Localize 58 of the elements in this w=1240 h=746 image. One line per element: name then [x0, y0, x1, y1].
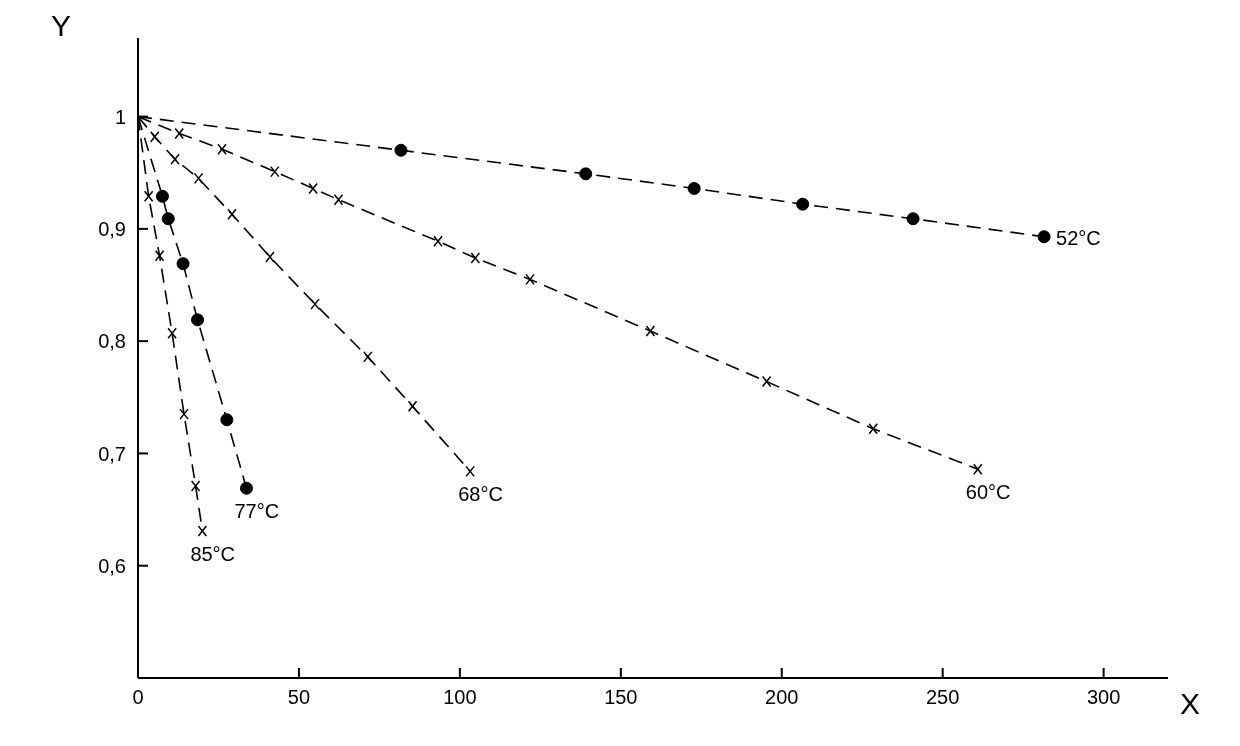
point — [265, 251, 275, 263]
y-tick-label: 0,6 — [98, 554, 126, 577]
point — [868, 422, 878, 435]
x-tick-label: 150 — [604, 686, 638, 709]
x-axis-title: X — [1180, 686, 1201, 720]
point — [906, 212, 920, 226]
y-tick-label: 1 — [114, 105, 126, 128]
point — [179, 408, 189, 420]
point — [270, 165, 280, 178]
point — [197, 525, 208, 537]
point — [433, 235, 443, 247]
series-label: 77°C — [234, 500, 280, 523]
point — [191, 313, 205, 327]
point — [176, 257, 190, 271]
point — [687, 181, 701, 195]
point — [465, 465, 475, 478]
point — [239, 481, 253, 495]
point — [161, 212, 175, 226]
point — [227, 208, 237, 221]
point — [1037, 230, 1051, 244]
x-tick-label: 50 — [287, 686, 311, 709]
series-label: 52°C — [1056, 226, 1101, 249]
x-tick-label: 100 — [443, 686, 477, 709]
point — [149, 131, 160, 143]
point — [394, 143, 408, 157]
x-tick-label: 200 — [765, 686, 799, 709]
point — [190, 480, 201, 492]
point — [220, 413, 234, 427]
x-tick-label: 300 — [1086, 686, 1121, 709]
point — [170, 153, 180, 166]
point — [154, 250, 165, 262]
point — [193, 172, 204, 185]
point — [174, 127, 184, 140]
point — [761, 375, 772, 388]
point — [973, 463, 983, 475]
y-axis-title: Y — [50, 9, 72, 42]
series-label: 60°C — [965, 481, 1011, 504]
point — [310, 298, 320, 310]
point — [407, 400, 418, 413]
point — [470, 252, 481, 264]
point — [579, 167, 593, 181]
series-label: 68°C — [458, 483, 503, 506]
y-tick-label: 0,8 — [98, 330, 126, 353]
point — [143, 190, 154, 203]
point — [363, 351, 373, 363]
point — [308, 182, 318, 195]
point — [525, 273, 535, 286]
x-tick-label: 250 — [926, 686, 960, 709]
y-tick-label: 0,9 — [98, 217, 126, 240]
point — [333, 193, 344, 206]
point — [645, 325, 656, 337]
point — [796, 197, 810, 211]
point — [167, 327, 177, 340]
point — [217, 143, 227, 155]
y-tick-label: 0,7 — [98, 442, 126, 465]
point — [155, 189, 169, 203]
x-tick-label: 0 — [132, 686, 144, 709]
series-label: 85°C — [190, 542, 236, 565]
